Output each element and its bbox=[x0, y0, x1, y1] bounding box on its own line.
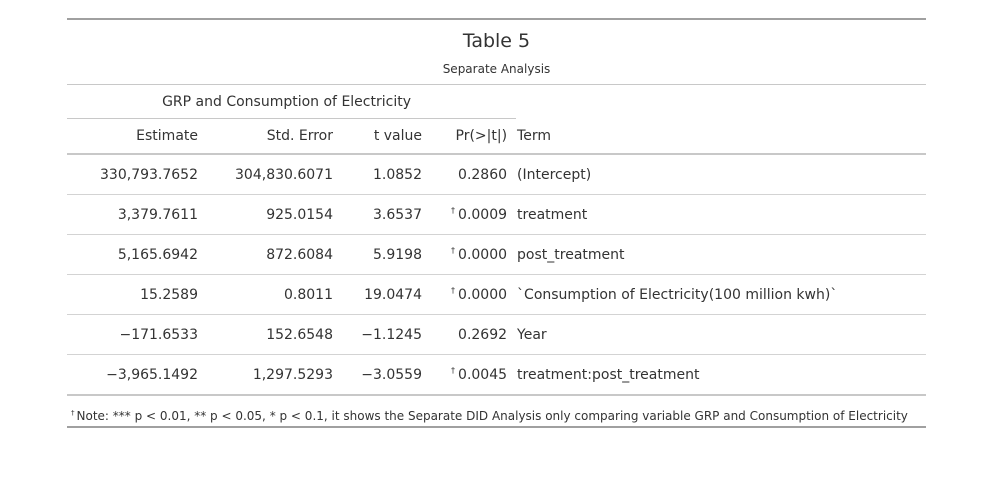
footnote-mark: † bbox=[451, 206, 456, 215]
estimate-cell: 3,379.7611 bbox=[67, 194, 207, 235]
column-header-std-error: Std. Error bbox=[207, 118, 342, 155]
table-row: −171.6533 152.6548 −1.1245 0.2692 Year bbox=[67, 314, 927, 355]
std-error-cell: 304,830.6071 bbox=[207, 154, 342, 195]
footnote-mark: † bbox=[451, 286, 456, 295]
table-title: Table 5 bbox=[462, 30, 531, 52]
std-error-cell: 925.0154 bbox=[207, 194, 342, 235]
table-body: 330,793.7652 304,830.6071 1.0852 0.2860 … bbox=[67, 154, 927, 396]
results-table: GRP and Consumption of Electricity Estim… bbox=[67, 85, 927, 396]
column-spanner: GRP and Consumption of Electricity bbox=[67, 85, 517, 119]
std-error-cell: 152.6548 bbox=[207, 314, 342, 355]
t-value-cell: −1.1245 bbox=[342, 314, 431, 355]
table-subtitle: Separate Analysis bbox=[67, 54, 926, 85]
term-cell: (Intercept) bbox=[516, 154, 927, 195]
p-value-cell: † 0.0000 bbox=[431, 234, 517, 275]
column-header-t-value: t value bbox=[342, 118, 431, 155]
footnote-mark: † bbox=[71, 409, 75, 417]
p-value: 0.0009 bbox=[458, 207, 508, 223]
regression-table-container: Table 5 Separate Analysis GRP and Consum… bbox=[67, 18, 927, 428]
p-value-cell: † 0.0009 bbox=[431, 194, 517, 235]
term-cell: treatment bbox=[516, 194, 927, 235]
table-row: 330,793.7652 304,830.6071 1.0852 0.2860 … bbox=[67, 154, 927, 195]
estimate-cell: −3,965.1492 bbox=[67, 354, 207, 396]
footnote-text: Note: *** p < 0.01, ** p < 0.05, * p < 0… bbox=[76, 409, 908, 423]
column-header-estimate: Estimate bbox=[67, 118, 207, 155]
p-value: 0.0000 bbox=[458, 287, 508, 303]
p-value: 0.2860 bbox=[458, 167, 508, 183]
estimate-cell: 15.2589 bbox=[67, 274, 207, 315]
t-value-cell: 1.0852 bbox=[342, 154, 431, 195]
column-header-term: Term bbox=[516, 118, 927, 155]
p-value: 0.0045 bbox=[458, 367, 508, 383]
std-error-cell: 1,297.5293 bbox=[207, 354, 342, 396]
p-value: 0.0000 bbox=[458, 247, 508, 263]
p-value: 0.2692 bbox=[458, 327, 508, 343]
term-cell: post_treatment bbox=[516, 234, 927, 275]
p-value-cell: † 0.0000 bbox=[431, 274, 517, 315]
term-cell: Year bbox=[516, 314, 927, 355]
p-value-cell: 0.2692 bbox=[431, 314, 517, 355]
term-cell: `Consumption of Electricity(100 million … bbox=[516, 274, 927, 315]
spanner-row: GRP and Consumption of Electricity bbox=[67, 85, 926, 119]
table-footnote: † Note: *** p < 0.01, ** p < 0.05, * p < … bbox=[67, 396, 926, 428]
p-value-cell: 0.2860 bbox=[431, 154, 517, 195]
table-row: 3,379.7611 925.0154 3.6537 † 0.0009 treat… bbox=[67, 194, 927, 235]
top-rule bbox=[67, 18, 926, 20]
column-header-p-value: Pr(>|t|) bbox=[431, 118, 517, 155]
table-row: 5,165.6942 872.6084 5.9198 † 0.0000 post_… bbox=[67, 234, 927, 275]
estimate-cell: 330,793.7652 bbox=[67, 154, 207, 195]
header-row: Estimate Std. Error t value Pr(>|t|) Ter… bbox=[67, 118, 927, 155]
estimate-cell: −171.6533 bbox=[67, 314, 207, 355]
table-row: −3,965.1492 1,297.5293 −3.0559 † 0.0045 t… bbox=[67, 354, 927, 396]
table-row: 15.2589 0.8011 19.0474 † 0.0000 `Consumpt… bbox=[67, 274, 927, 315]
term-cell: treatment:post_treatment bbox=[516, 354, 927, 396]
footnote-mark: † bbox=[451, 366, 456, 375]
t-value-cell: 5.9198 bbox=[342, 234, 431, 275]
estimate-cell: 5,165.6942 bbox=[67, 234, 207, 275]
t-value-cell: 19.0474 bbox=[342, 274, 431, 315]
std-error-cell: 872.6084 bbox=[207, 234, 342, 275]
std-error-cell: 0.8011 bbox=[207, 274, 342, 315]
p-value-cell: † 0.0045 bbox=[431, 354, 517, 396]
footnote-mark: † bbox=[451, 246, 456, 255]
t-value-cell: −3.0559 bbox=[342, 354, 431, 396]
t-value-cell: 3.6537 bbox=[342, 194, 431, 235]
